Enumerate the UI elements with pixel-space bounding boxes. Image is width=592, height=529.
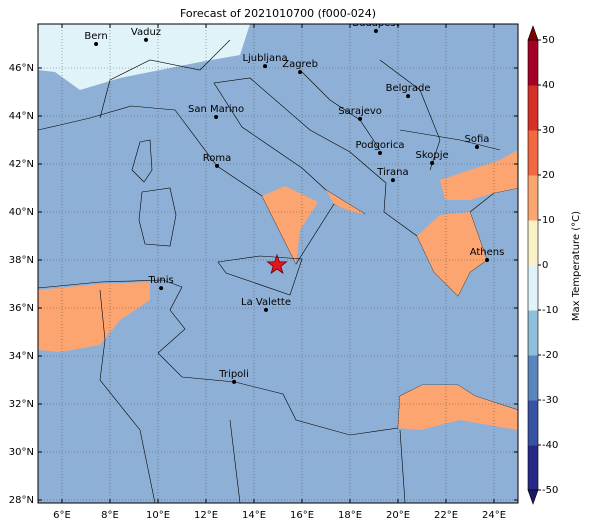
city-label: Podgorica [355, 140, 404, 151]
city-label: Belgrade [386, 83, 431, 94]
city-label: Bern [84, 31, 107, 42]
colorbar-tick-label: 10 [542, 215, 555, 226]
x-tick-label: 18°E [338, 510, 362, 521]
city-marker [264, 307, 268, 312]
city-label: Tripoli [218, 369, 249, 380]
country-borders [99, 39, 501, 171]
colorbar-over [527, 25, 539, 41]
colorbar-band [528, 445, 538, 491]
calabria-warm [262, 186, 318, 264]
city-marker [485, 257, 490, 262]
x-tick-label: 16°E [290, 510, 314, 521]
city-label: Roma [203, 153, 232, 164]
x-tick-label: 10°E [146, 510, 170, 521]
city-marker [298, 70, 303, 75]
y-tick-label: 46°N [9, 63, 34, 74]
city-marker [215, 163, 220, 168]
y-tick-label: 32°N [9, 399, 34, 410]
city-label: Tunis [147, 275, 173, 286]
puglia-warm [326, 190, 365, 214]
city-label: San Marino [188, 104, 244, 115]
colorbar-tick-label: -30 [542, 395, 558, 406]
colorbar-tick-label: 20 [542, 170, 555, 181]
alps-cold [38, 24, 250, 90]
sardinia [138, 187, 177, 247]
city-label: Sarajevo [338, 106, 382, 117]
city-marker [430, 161, 435, 166]
x-tick-label: 22°E [434, 510, 458, 521]
city-label: Vaduz [131, 27, 161, 38]
city-marker [232, 379, 237, 384]
africa-warm [38, 282, 150, 352]
location-star [266, 253, 288, 275]
axes: 6°E 8°E 10°E 12°E 14°E 16°E 18°E 20°E 22°E 24°E 28… [9, 24, 518, 521]
colorbar-tick-label: -20 [542, 350, 558, 361]
city-marker [144, 37, 148, 42]
x-tick-label: 6°E [53, 510, 71, 521]
y-tick-label: 38°N [9, 255, 34, 266]
colorbar-band [528, 175, 538, 221]
colorbar-tick-label: -50 [542, 485, 558, 496]
colorbar-band [528, 400, 538, 446]
colorbar-tick-label: 40 [542, 80, 555, 91]
x-tick-label: 20°E [386, 510, 410, 521]
colorbar-band [528, 310, 538, 356]
map-frame [37, 23, 519, 504]
city-marker [474, 144, 479, 149]
city-label: Tirana [376, 167, 408, 178]
city-label: Skopje [415, 150, 448, 161]
city-marker [358, 116, 363, 121]
country-borders [99, 289, 406, 503]
colorbar-label: Max Temperature (°C) [571, 211, 582, 321]
y-tick-label: 30°N [9, 447, 34, 458]
city-label: La Valette [241, 297, 291, 308]
sicily [217, 255, 303, 296]
x-tick-label: 8°E [101, 510, 119, 521]
city-marker [373, 29, 378, 34]
colorbar-tick-label: 30 [542, 125, 555, 136]
colorbar-band [528, 220, 538, 266]
greece-warm [417, 212, 487, 296]
colorbar-under [527, 489, 539, 505]
city-label: Sofia [465, 134, 490, 145]
colorbar-tick-label: -40 [542, 440, 558, 451]
city-marker [94, 41, 99, 46]
city-marker [378, 150, 382, 155]
y-tick-label: 42°N [9, 159, 34, 170]
colorbar-band [528, 355, 538, 401]
city-label: Zagreb [282, 59, 318, 70]
balkan-warm [440, 150, 518, 200]
x-tick-label: 24°E [482, 510, 506, 521]
city-marker [263, 64, 268, 69]
y-tick-label: 44°N [9, 111, 34, 122]
x-tick-label: 14°E [242, 510, 266, 521]
city-label: Budapest [352, 18, 399, 29]
y-tick-label: 40°N [9, 207, 34, 218]
y-tick-label: 36°N [9, 303, 34, 314]
title: Forecast of 2021010700 (f000-024) [180, 7, 376, 20]
corsica [131, 139, 153, 183]
colorbar-band [528, 40, 538, 86]
colorbar-tick-label: 0 [542, 260, 548, 271]
city-marker [406, 94, 411, 99]
graticule [38, 24, 518, 503]
colorbar-band [528, 265, 538, 311]
city-marker [390, 178, 395, 183]
colorbar: 50 40 30 20 10 0 -10 -20 -30 -40 -50 [527, 25, 558, 505]
city-label: Ljubljana [242, 53, 287, 64]
colorbar-tick-label: -10 [542, 305, 558, 316]
city-marker [214, 114, 219, 119]
colorbar-band [528, 130, 538, 176]
city-label: Athens [470, 247, 505, 258]
colorbar-tick-label: 50 [542, 35, 555, 46]
x-tick-label: 12°E [194, 510, 218, 521]
y-tick-label: 34°N [9, 351, 34, 362]
colorbar-band [528, 85, 538, 131]
city-marker [159, 286, 164, 291]
y-tick-label: 28°N [9, 495, 34, 506]
cyrenaica-warm [398, 385, 518, 430]
